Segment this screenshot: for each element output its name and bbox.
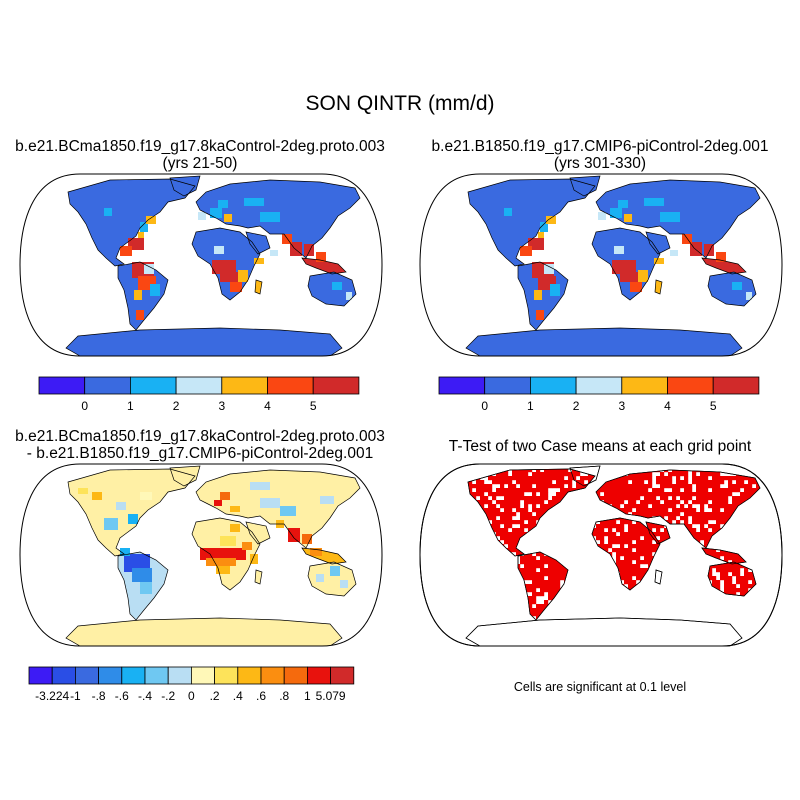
colorbar-swatch xyxy=(190,666,215,685)
colorbar-swatch xyxy=(283,666,308,685)
colorbar-tick-label: 2 xyxy=(573,399,580,413)
map-difference xyxy=(19,463,383,647)
land-arabia xyxy=(646,232,670,254)
colorbar-swatch xyxy=(84,376,131,395)
colorbar-tick-label: 1 xyxy=(527,399,534,413)
colorbar-swatch xyxy=(130,376,177,395)
colorbar-swatch xyxy=(28,666,53,685)
colorbar-swatch xyxy=(712,376,760,395)
colorbar-swatch xyxy=(484,376,531,395)
colorbar-swatch xyxy=(38,376,86,395)
map-case2 xyxy=(419,173,783,357)
colorbar-swatch xyxy=(330,666,355,685)
colorbar-swatch xyxy=(260,666,285,685)
colorbar-tick-label: 0 xyxy=(481,399,488,413)
land-namerica xyxy=(68,469,195,556)
colorbar-tick-label: 5 xyxy=(710,399,717,413)
land-indonesia xyxy=(702,258,746,274)
colorbar-tick-label: -.8 xyxy=(92,689,106,703)
land-indonesia xyxy=(302,258,346,274)
land-arabia xyxy=(246,522,270,544)
panel3-subtitle: - b.e21.B1850.f19_g17.CMIP6-piControl-2d… xyxy=(26,445,374,462)
colorbar-difference: -3.224 -1 -.8 -.6 -.4 -.2 0 .2 .4 .6 .8 1 5.079 xyxy=(28,666,355,703)
colorbar-tick-label: .6 xyxy=(256,689,266,703)
colorbar-swatch xyxy=(175,376,223,395)
panel4-title: T-Test of two Case means at each grid po… xyxy=(448,438,752,455)
figure-title: SON QINTR (mm/d) xyxy=(305,92,495,115)
colorbar-tick-label: -.4 xyxy=(138,689,152,703)
colorbar-swatch xyxy=(530,376,577,395)
colorbar-tick-label: 4 xyxy=(664,399,671,413)
map-case1 xyxy=(19,173,383,357)
colorbar-tick-label: -.2 xyxy=(161,689,175,703)
colorbar-tick-label: 5.079 xyxy=(316,689,346,703)
colorbar-tick-label: .8 xyxy=(279,689,289,703)
panel2-subtitle: (yrs 301-330) xyxy=(553,155,647,172)
colorbar-swatch xyxy=(75,666,100,685)
colorbar-swatch xyxy=(575,376,623,395)
colorbar-swatch xyxy=(214,666,239,685)
colorbar-tick-label: 1 xyxy=(127,399,134,413)
colorbar-tick-label: .4 xyxy=(233,689,243,703)
map-ttest xyxy=(419,463,783,647)
colorbar-swatch xyxy=(306,666,331,685)
colorbar-tick-label: 0 xyxy=(81,399,88,413)
colorbar-swatch xyxy=(237,666,262,685)
panel1-title: b.e21.BCma1850.f19_g17.8kaControl-2deg.p… xyxy=(15,138,385,155)
colorbar-tick-label: 3 xyxy=(618,399,625,413)
colorbar-tick-label: 3 xyxy=(218,399,225,413)
colorbar-tick-label: 5 xyxy=(310,399,317,413)
land-namerica xyxy=(68,179,195,266)
colorbar-tick-label: -.6 xyxy=(115,689,129,703)
colorbar-swatch xyxy=(98,666,123,685)
panel2-title: b.e21.B1850.f19_g17.CMIP6-piControl-2deg… xyxy=(431,138,769,155)
colorbar-case1: 0 1 2 3 4 5 xyxy=(38,376,360,413)
colorbar-tick-label: -3.224 xyxy=(35,689,69,703)
colorbar-tick-label: 4 xyxy=(264,399,271,413)
colorbar-tick-label: -1 xyxy=(70,689,81,703)
land-antarctica xyxy=(66,618,342,646)
land-eurasia xyxy=(196,470,360,548)
colorbar-tick-label: 1 xyxy=(304,689,311,703)
significance-note: Cells are significant at 0.1 level xyxy=(513,680,687,694)
land-antarctica xyxy=(66,328,342,356)
colorbar-case2: 0 1 2 3 4 5 xyxy=(438,376,760,413)
land-antarctica xyxy=(466,618,742,646)
colorbar-swatch xyxy=(438,376,486,395)
colorbar-swatch xyxy=(312,376,360,395)
colorbar-tick-label: 0 xyxy=(188,689,195,703)
panel1-subtitle: (yrs 21-50) xyxy=(162,155,238,172)
colorbar-swatch xyxy=(221,376,268,395)
colorbar-swatch xyxy=(121,666,146,685)
land-antarctica xyxy=(466,328,742,356)
colorbar-swatch xyxy=(667,376,714,395)
panel3-title: b.e21.BCma1850.f19_g17.8kaControl-2deg.p… xyxy=(15,428,385,445)
colorbar-tick-label: 2 xyxy=(173,399,180,413)
land-arabia xyxy=(246,232,270,254)
land-namerica xyxy=(468,179,595,266)
colorbar-swatch xyxy=(267,376,314,395)
colorbar-swatch xyxy=(51,666,76,685)
colorbar-tick-label: .2 xyxy=(210,689,220,703)
colorbar-swatch xyxy=(621,376,668,395)
colorbar-swatch xyxy=(144,666,169,685)
colorbar-swatch xyxy=(167,666,192,685)
